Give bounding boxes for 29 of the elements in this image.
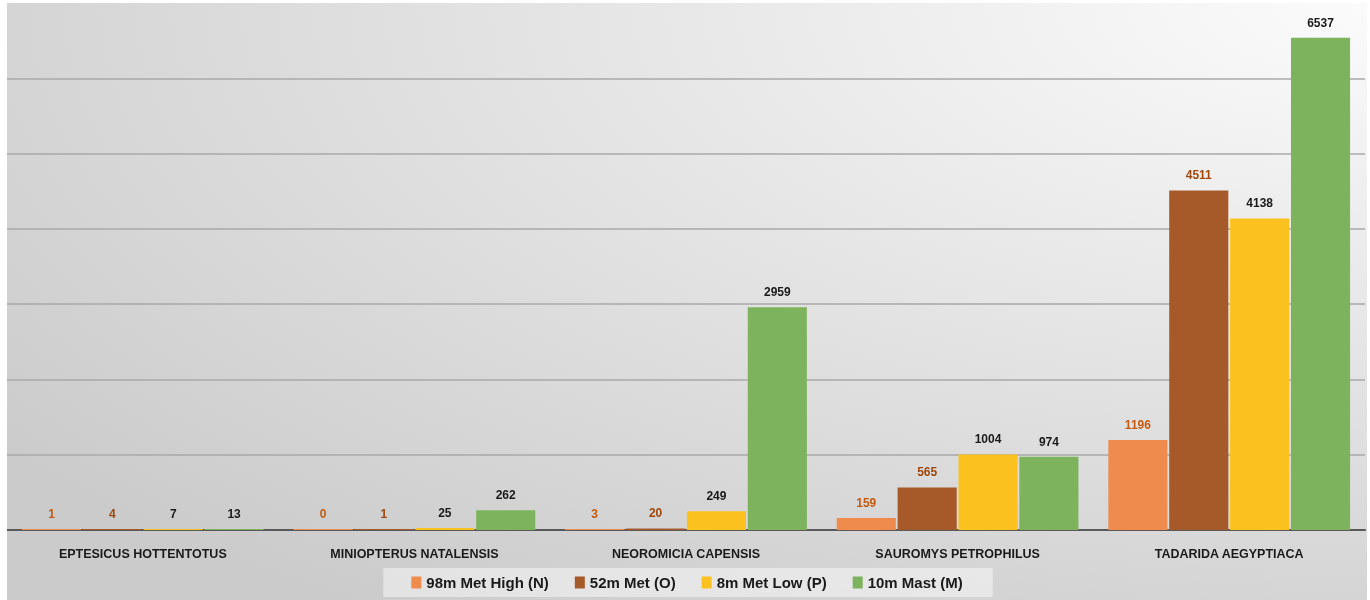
data-label: 1 — [380, 507, 388, 521]
x-tick-label: NEOROMICIA CAPENSIS — [611, 546, 761, 561]
data-label: 159 — [856, 496, 877, 511]
x-tick-label: EPTESICUS HOTTENTOTUS — [58, 546, 227, 561]
data-label: 565 — [917, 465, 938, 480]
legend-label: 52m Met (O) — [589, 574, 676, 591]
data-label: 249 — [706, 489, 727, 504]
data-label: 6537 — [1307, 15, 1335, 30]
data-label: 1004 — [974, 432, 1002, 447]
x-tick-label: TADARIDA AEGYPTIACA — [1154, 546, 1304, 561]
data-label: 974 — [1038, 434, 1060, 449]
data-label: 4138 — [1246, 196, 1274, 211]
data-label: 3 — [591, 507, 599, 521]
data-label: 4511 — [1185, 168, 1213, 183]
data-label: 2959 — [763, 285, 791, 300]
legend-label: 8m Met Low (P) — [716, 574, 827, 591]
x-tick-label: MINIOPTERUS NATALENSIS — [330, 546, 499, 561]
data-label: 1 — [48, 507, 56, 521]
x-tick-label: SAUROMYS PETROPHILUS — [875, 546, 1040, 561]
data-label: 7 — [169, 507, 177, 521]
data-label: 0 — [319, 507, 327, 521]
data-label: 4 — [109, 507, 117, 521]
data-label: 1196 — [1124, 417, 1152, 432]
data-label: 20 — [648, 506, 663, 521]
data-label: 262 — [495, 488, 517, 503]
data-label: 13 — [227, 507, 242, 521]
legend-label: 10m Mast (M) — [867, 574, 963, 591]
legend-label: 98m Met High (N) — [426, 574, 549, 591]
data-label: 25 — [438, 506, 452, 521]
